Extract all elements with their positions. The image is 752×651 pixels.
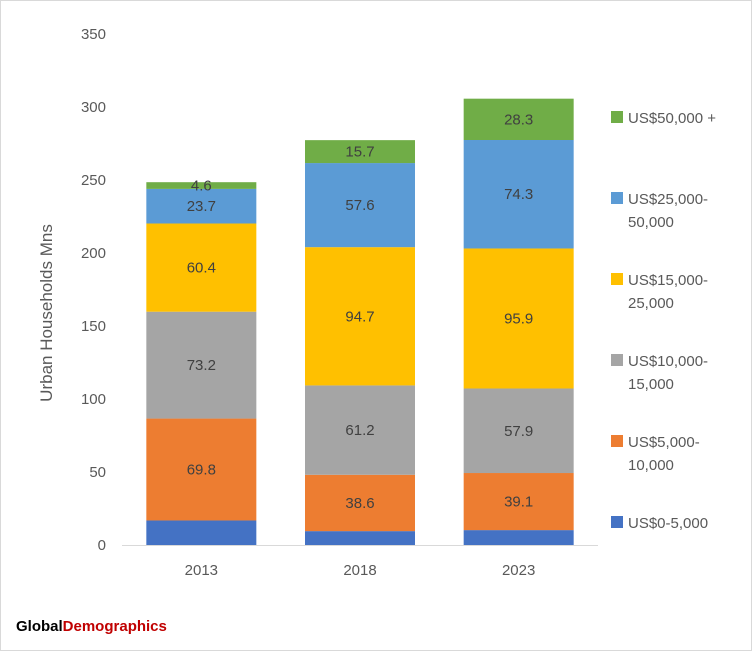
x-tick-label: 2018	[343, 562, 376, 579]
y-axis-title: Urban Households Mns	[37, 224, 56, 402]
data-label: 61.2	[345, 422, 374, 439]
bar-segment	[146, 520, 257, 545]
bar-segment	[146, 311, 257, 419]
x-tick-label: 2023	[502, 562, 535, 579]
bar-segment	[146, 188, 257, 224]
data-label: 69.8	[187, 462, 216, 479]
y-tick-label: 350	[81, 26, 106, 43]
brand-part-global: Global	[16, 618, 63, 635]
y-tick-label: 200	[81, 245, 106, 262]
legend-label: 25,000	[628, 295, 674, 312]
bar-segment	[305, 474, 415, 532]
data-label: 73.2	[187, 357, 216, 374]
y-tick-label: 250	[81, 172, 106, 189]
legend-swatch	[611, 435, 623, 447]
axis-layer: 0 50 100 150 200 250 300 350 2013 2018 2023	[81, 26, 598, 579]
bars-layer	[146, 98, 574, 545]
data-label: 57.6	[345, 197, 374, 214]
legend: US$50,000 + US$25,000- 50,000 US$15,000- 25,…	[611, 110, 716, 532]
data-label: 74.3	[504, 186, 533, 203]
legend-label: US$15,000-	[628, 272, 708, 289]
bar-segment	[305, 163, 415, 248]
y-tick-label: 50	[89, 464, 106, 481]
bar-segment	[146, 418, 257, 521]
legend-swatch	[611, 192, 623, 204]
y-tick-label: 100	[81, 391, 106, 408]
data-label: 4.6	[191, 178, 212, 195]
legend-label: US$50,000 +	[628, 110, 716, 127]
bar-segment	[146, 223, 257, 312]
bar-segment	[463, 248, 574, 389]
y-tick-label: 300	[81, 99, 106, 116]
bar-segment	[463, 139, 574, 249]
data-label: 38.6	[345, 495, 374, 512]
legend-swatch	[611, 273, 623, 285]
bar-segment	[463, 530, 574, 545]
data-label: 57.9	[504, 423, 533, 440]
bar-segment	[305, 385, 415, 475]
y-tick-label: 0	[98, 537, 106, 554]
data-label: 95.9	[504, 310, 533, 327]
legend-label: US$10,000-	[628, 353, 708, 370]
labels-layer: 69.8 73.2 60.4 23.7 4.6 38.6 61.2 94.7 57.6 15.7 3…	[187, 111, 534, 512]
legend-label: 50,000	[628, 214, 674, 231]
legend-label: US$25,000-	[628, 191, 708, 208]
x-tick-label: 2013	[185, 562, 218, 579]
data-label: 23.7	[187, 198, 216, 215]
legend-swatch	[611, 354, 623, 366]
legend-label: US$0-5,000	[628, 515, 708, 532]
bar-segment	[146, 182, 257, 189]
legend-label: US$5,000-	[628, 434, 700, 451]
brand-part-demographics: Demographics	[62, 618, 167, 635]
data-label: 94.7	[345, 308, 374, 325]
bar-segment	[305, 140, 415, 164]
data-label: 39.1	[504, 494, 533, 511]
legend-swatch	[611, 516, 623, 528]
bar-segment	[463, 388, 574, 474]
data-label: 28.3	[504, 111, 533, 128]
y-tick-label: 150	[81, 318, 106, 335]
legend-label: 10,000	[628, 457, 674, 474]
legend-label: 15,000	[628, 376, 674, 393]
legend-swatch	[611, 111, 623, 123]
bar-segment	[463, 98, 574, 140]
bar-segment	[463, 473, 574, 531]
data-label: 60.4	[187, 260, 216, 277]
bar-segment	[305, 531, 415, 545]
data-label: 15.7	[345, 144, 374, 161]
brand-logo: GlobalDemographics	[16, 618, 167, 635]
bar-segment	[305, 247, 415, 386]
